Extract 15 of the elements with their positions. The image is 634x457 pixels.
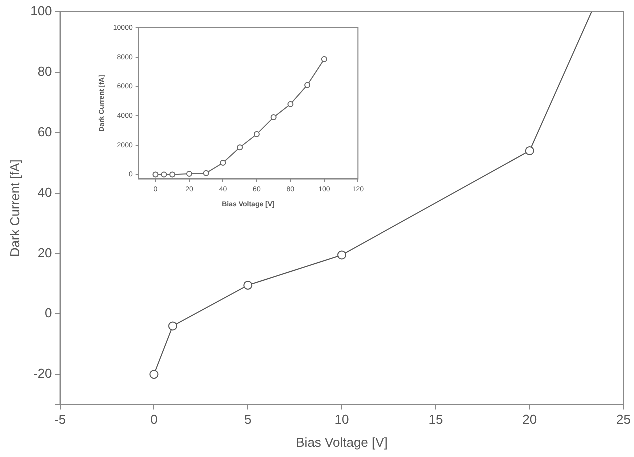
x-axis-title: Bias Voltage [V]	[296, 434, 388, 450]
x-tick-label: 10	[334, 412, 350, 428]
y-tick-label: 100	[30, 4, 52, 19]
x-tick-label: 25	[616, 412, 632, 428]
x-tick-label: 5	[244, 412, 252, 428]
x-tick-label: 0	[150, 412, 158, 428]
y-tick-label: 0	[45, 306, 52, 321]
y-tick-label: 20	[38, 245, 52, 260]
y-tick-label: -20	[33, 366, 52, 382]
y-axis-title: Dark Current [fA]	[7, 160, 22, 258]
x-tick-label: 20	[522, 412, 538, 428]
y-tick-label: 60	[38, 124, 52, 140]
x-tick-label: 15	[428, 412, 444, 428]
x-tick-label: -5	[54, 412, 66, 428]
y-tick-label: 80	[38, 64, 52, 80]
